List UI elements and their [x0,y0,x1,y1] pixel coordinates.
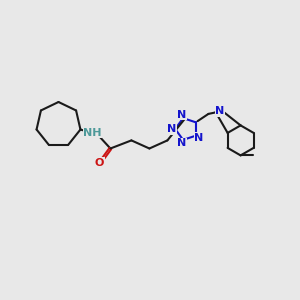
Text: N: N [177,138,187,148]
Text: N: N [215,106,224,116]
Text: N: N [177,110,187,120]
Text: NH: NH [83,128,102,138]
Text: N: N [194,133,203,143]
Text: N: N [167,124,176,134]
Text: O: O [95,158,104,168]
